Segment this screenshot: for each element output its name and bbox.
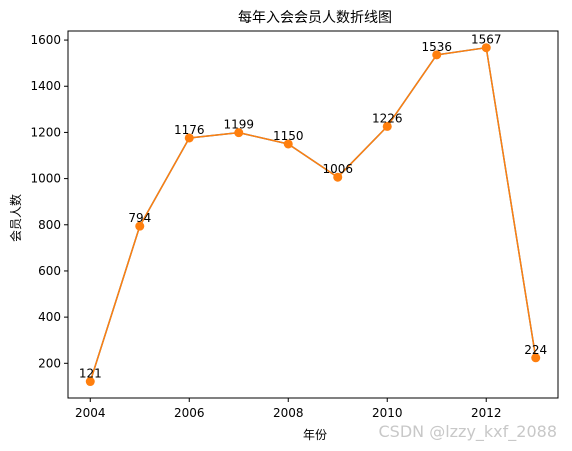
x-axis-label: 年份 bbox=[303, 428, 327, 442]
data-point-marker bbox=[481, 43, 491, 53]
x-tick-label: 2010 bbox=[372, 406, 403, 420]
x-axis: 2004 2006 2008 2010 2012 bbox=[75, 398, 502, 420]
data-label: 1150 bbox=[273, 129, 304, 143]
series-line bbox=[89, 46, 537, 382]
y-tick-label: 200 bbox=[38, 356, 61, 370]
data-label: 121 bbox=[79, 367, 102, 381]
y-axis: 200 400 600 800 1000 1200 1400 1600 bbox=[30, 33, 68, 370]
series-line-under bbox=[89, 46, 537, 382]
data-label: 1199 bbox=[223, 118, 254, 132]
data-label: 1226 bbox=[372, 111, 403, 125]
data-point-marker bbox=[531, 353, 541, 363]
data-label: 1536 bbox=[421, 40, 452, 54]
watermark: CSDN @lzzy_kxf_2088 bbox=[379, 422, 558, 442]
data-label: 1567 bbox=[471, 33, 502, 47]
data-point-marker bbox=[135, 221, 145, 231]
chart-title: 每年入会会员人数折线图 bbox=[238, 10, 392, 26]
y-tick-label: 1200 bbox=[30, 125, 61, 139]
y-tick-label: 1400 bbox=[30, 79, 61, 93]
data-point-marker bbox=[382, 121, 392, 131]
y-tick-label: 600 bbox=[38, 264, 61, 278]
x-tick-label: 2004 bbox=[75, 406, 106, 420]
data-point-marker bbox=[283, 139, 293, 149]
x-tick-label: 2006 bbox=[174, 406, 205, 420]
data-point-marker bbox=[85, 377, 95, 387]
data-point-marker bbox=[184, 133, 194, 143]
y-axis-label: 会员人数 bbox=[8, 194, 23, 242]
data-point-marker bbox=[234, 128, 244, 138]
data-point-marker bbox=[333, 172, 343, 182]
plot-frame bbox=[67, 30, 559, 399]
data-label: 1006 bbox=[322, 162, 353, 176]
data-label: 794 bbox=[128, 211, 151, 225]
data-label: 1176 bbox=[174, 123, 205, 137]
data-point-marker bbox=[432, 50, 442, 60]
data-label: 224 bbox=[524, 343, 547, 357]
x-tick-label: 2012 bbox=[471, 406, 502, 420]
plot-area: 121 794 1176 1199 1150 1006 1226 1536 1567 224 bbox=[67, 30, 559, 399]
x-tick-label: 2008 bbox=[273, 406, 304, 420]
y-tick-label: 1000 bbox=[30, 172, 61, 186]
y-tick-label: 400 bbox=[38, 310, 61, 324]
y-tick-label: 800 bbox=[38, 218, 61, 232]
y-tick-label: 1600 bbox=[30, 33, 61, 47]
